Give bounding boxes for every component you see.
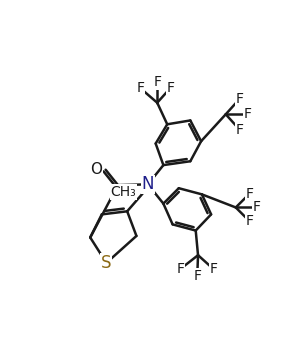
Text: F: F <box>153 75 161 89</box>
Text: O: O <box>90 162 102 177</box>
Text: F: F <box>176 262 184 276</box>
Text: F: F <box>166 81 174 95</box>
Text: F: F <box>252 201 260 214</box>
Text: S: S <box>101 254 112 272</box>
Text: F: F <box>209 262 217 276</box>
Text: F: F <box>136 81 144 95</box>
Text: N: N <box>142 175 154 193</box>
Text: F: F <box>243 107 251 121</box>
Text: CH₃: CH₃ <box>111 185 136 199</box>
Text: F: F <box>236 123 244 137</box>
Text: F: F <box>246 214 254 228</box>
Text: F: F <box>193 269 201 283</box>
Text: F: F <box>236 92 244 106</box>
Text: F: F <box>246 186 254 201</box>
